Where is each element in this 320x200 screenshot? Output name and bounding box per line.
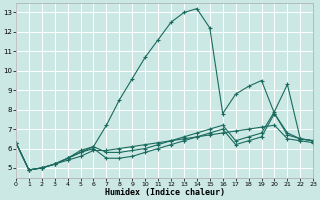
X-axis label: Humidex (Indice chaleur): Humidex (Indice chaleur) <box>105 188 225 197</box>
